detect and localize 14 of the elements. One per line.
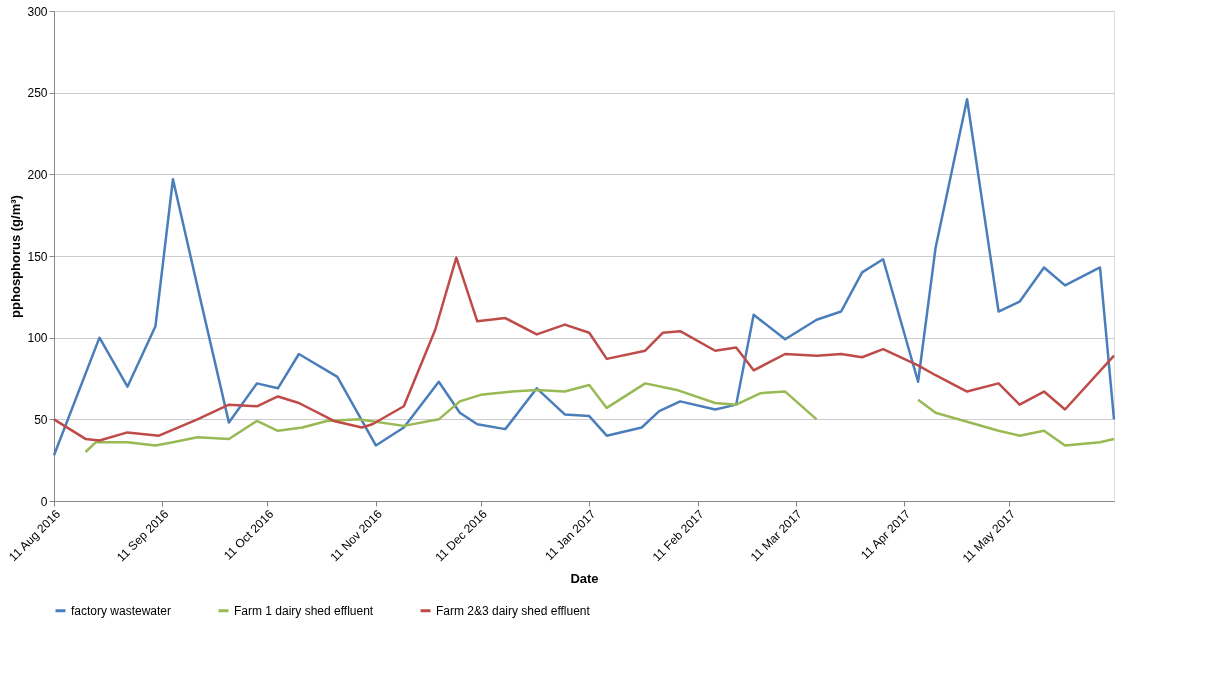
legend-label: Farm 2&3 dairy shed effluent: [436, 603, 591, 618]
x-axis-title: Date: [570, 570, 599, 586]
y-axis-title: pphosphorus (g/m³): [8, 195, 24, 318]
y-tick-label: 200: [27, 167, 48, 182]
legend-label: factory wastewater: [71, 603, 172, 618]
y-tick-label: 50: [34, 412, 48, 427]
y-tick-label: 0: [40, 494, 48, 509]
line-series: [52, 97, 1116, 457]
y-tick-label: 150: [27, 249, 48, 264]
legend-label: Farm 1 dairy shed effluent: [234, 603, 374, 618]
y-tick-label: 250: [27, 86, 48, 101]
line-series: [52, 256, 1116, 442]
y-tick-label: 100: [27, 331, 48, 346]
y-tick-label: 300: [27, 4, 48, 19]
